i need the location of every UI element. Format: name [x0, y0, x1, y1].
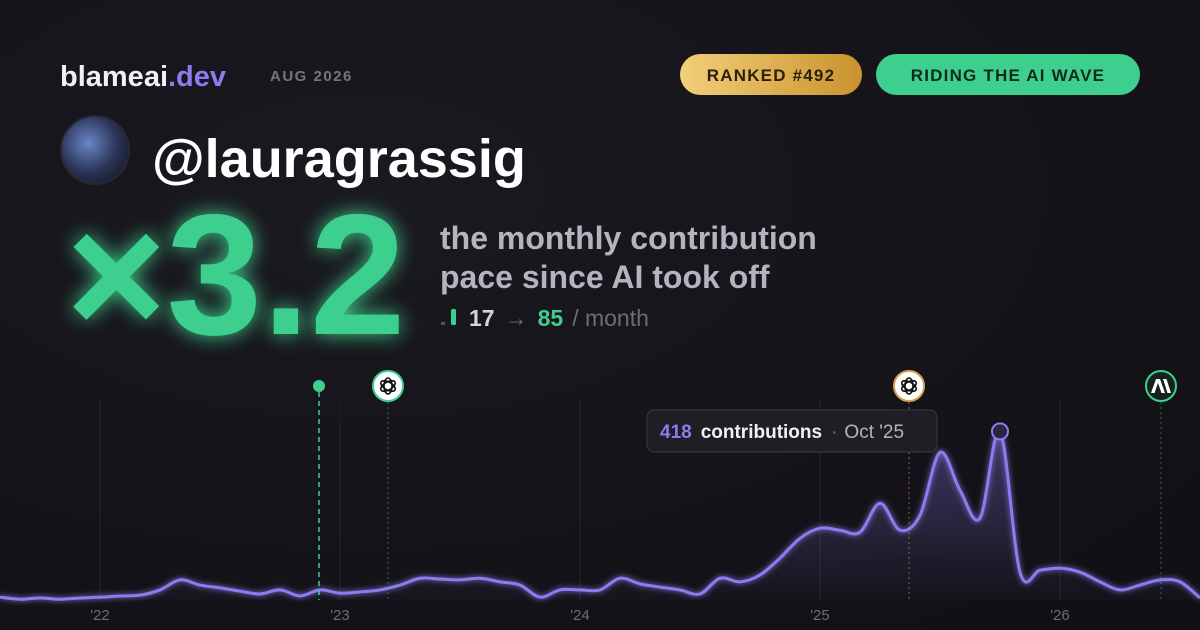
openai-logo	[379, 377, 397, 395]
tooltip-date: Oct '25	[844, 422, 904, 443]
pace: 17 → 85 / month	[469, 305, 649, 331]
events	[313, 370, 1177, 600]
openai-logo	[900, 377, 918, 395]
tooltip-text: 418 contributions · Oct '25	[660, 422, 904, 443]
tooltip-label: contributions	[701, 422, 822, 443]
peak-marker	[991, 422, 1009, 441]
x-tick-label: '26	[1050, 607, 1070, 624]
tooltip-box	[646, 409, 938, 453]
date: AUG 2026	[270, 68, 353, 85]
rank-badge	[680, 54, 862, 95]
tooltip: 418 contributions · Oct '25	[646, 409, 938, 453]
area	[0, 430, 1200, 600]
openai-icon	[372, 370, 404, 402]
tooltip-value: 418	[660, 422, 692, 443]
wave-text: RIDING THE AI WAVE	[911, 66, 1105, 85]
rank-text: RANKED #492	[707, 66, 835, 85]
pace-before: 17	[469, 305, 495, 331]
brand: blameai.dev	[60, 61, 226, 93]
multiplier: ×3.2	[66, 179, 406, 371]
pace-after: 85	[538, 305, 564, 331]
brand-name: blameai	[60, 61, 168, 93]
caption: pace since AI took off	[440, 259, 770, 295]
x-tick-label: '24	[570, 607, 590, 624]
x-tick-label: '25	[810, 607, 830, 624]
brand-tld: .dev	[168, 61, 226, 93]
pace-icon	[451, 309, 456, 325]
caption: the monthly contribution	[440, 220, 817, 256]
handle: @lauragrassig	[152, 129, 526, 189]
wave-badge	[876, 54, 1140, 95]
x-tick-label: '22	[90, 607, 110, 624]
line	[0, 429, 1200, 601]
tooltip-sep: ·	[831, 422, 837, 443]
openai-icon	[893, 370, 925, 402]
event-dot	[313, 380, 325, 392]
x-tick-label: '23	[330, 607, 350, 624]
pace-unit: / month	[572, 305, 649, 331]
pace-icon	[441, 322, 445, 325]
avatar	[60, 115, 130, 185]
anthropic-logo	[1151, 379, 1171, 393]
pace-arrow: →	[505, 305, 528, 331]
